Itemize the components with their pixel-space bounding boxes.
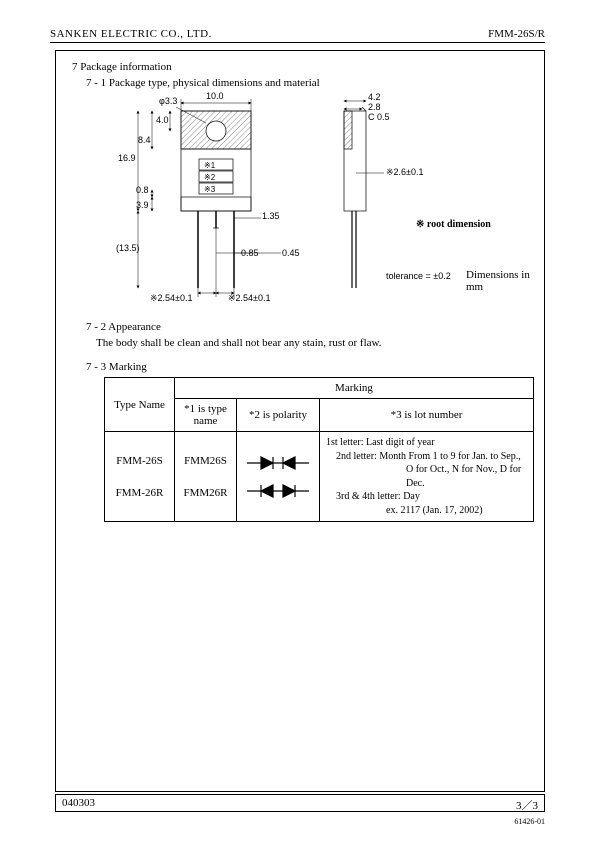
package-diagram: ※1 ※2 ※3 bbox=[86, 93, 536, 303]
company-name: SANKEN ELECTRIC CO., LTD. bbox=[50, 28, 212, 40]
section-7-title: 7 Package information bbox=[72, 61, 534, 73]
dim-lead1: 1.35 bbox=[262, 211, 280, 221]
th-c3: *3 is lot number bbox=[320, 399, 534, 432]
mark-1: ※1 bbox=[204, 161, 216, 170]
dim-pitch2: ※2.54±0.1 bbox=[228, 293, 271, 304]
row-type-0: FMM-26S bbox=[111, 455, 168, 467]
tolerance-note: tolerance = ±0.2 bbox=[386, 271, 451, 281]
page-header: SANKEN ELECTRIC CO., LTD. FMM-26S/R bbox=[50, 28, 545, 43]
section-7-2-body: The body shall be clean and shall not be… bbox=[96, 337, 534, 349]
content-frame: 7 Package information 7 - 1 Package type… bbox=[55, 50, 545, 792]
row-type-1: FMM-26R bbox=[111, 487, 168, 499]
lot-l2: 2nd letter: Month From 1 to 9 for Jan. t… bbox=[326, 450, 527, 464]
dim-phi: φ3.3 bbox=[159, 96, 177, 106]
lot-l4: 3rd & 4th letter: Day bbox=[326, 490, 527, 504]
dim-h2: 8.4 bbox=[138, 135, 151, 145]
dim-h4: 0.8 bbox=[136, 185, 149, 195]
page-footer: 040303 3／3 bbox=[55, 794, 545, 812]
th-marking: Marking bbox=[175, 378, 534, 399]
row-name-0: FMM26S bbox=[181, 455, 230, 467]
section-7-1-title: 7 - 1 Package type, physical dimensions … bbox=[86, 77, 534, 89]
polarity-symbols-icon bbox=[243, 445, 313, 505]
lot-l1: 1st letter: Last digit of year bbox=[326, 436, 527, 450]
dim-side-pin: ※2.6±0.1 bbox=[386, 167, 424, 178]
polarity-cell bbox=[237, 432, 320, 522]
marking-table: Type Name Marking *1 is type name *2 is … bbox=[104, 377, 534, 522]
lot-l3: O for Oct., N for Nov., D for Dec. bbox=[326, 463, 527, 490]
row-name-1: FMM26R bbox=[181, 487, 230, 499]
dim-side-c: C 0.5 bbox=[368, 112, 390, 122]
lot-number-desc: 1st letter: Last digit of year 2nd lette… bbox=[320, 432, 534, 522]
lot-l5: ex. 2117 (Jan. 17, 2002) bbox=[326, 504, 527, 518]
dim-width: 10.0 bbox=[206, 91, 224, 101]
dim-lead2: 0.85 bbox=[241, 248, 259, 258]
dim-side-m: 2.8 bbox=[368, 102, 381, 112]
root-dimension-note: ※ root dimension bbox=[416, 219, 491, 230]
dim-lead3: 0.45 bbox=[282, 248, 300, 258]
footer-page: 3／3 bbox=[516, 797, 538, 813]
doc-number: 61426-01 bbox=[514, 817, 545, 826]
dim-pitch1: ※2.54±0.1 bbox=[150, 293, 193, 304]
th-type-name: Type Name bbox=[105, 378, 175, 432]
mark-2: ※2 bbox=[204, 173, 216, 182]
th-c2: *2 is polarity bbox=[237, 399, 320, 432]
dimensions-unit: Dimensions in mm bbox=[466, 269, 536, 293]
dim-h5: 3.9 bbox=[136, 200, 149, 210]
dim-hparen: (13.5) bbox=[116, 243, 140, 253]
part-number: FMM-26S/R bbox=[488, 28, 545, 40]
th-c1: *1 is type name bbox=[175, 399, 237, 432]
dim-h1: 4.0 bbox=[156, 115, 169, 125]
mark-3: ※3 bbox=[204, 185, 216, 194]
dim-side-t: 4.2 bbox=[368, 92, 381, 102]
section-7-3-title: 7 - 3 Marking bbox=[86, 361, 534, 373]
dim-h3: 16.9 bbox=[118, 153, 136, 163]
footer-date: 040303 bbox=[62, 797, 95, 809]
section-7-2-title: 7 - 2 Appearance bbox=[86, 321, 534, 333]
